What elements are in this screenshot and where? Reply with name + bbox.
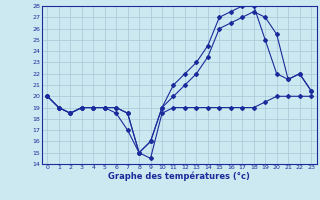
X-axis label: Graphe des températures (°c): Graphe des températures (°c): [108, 172, 250, 181]
